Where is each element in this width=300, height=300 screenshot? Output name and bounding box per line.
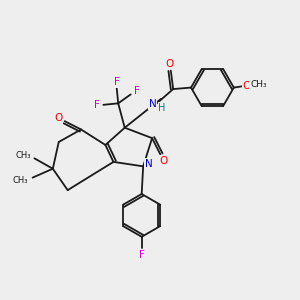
Text: CH₃: CH₃ [250,80,267,89]
Text: CH₃: CH₃ [13,176,28,185]
Text: F: F [134,86,140,96]
Text: CH₃: CH₃ [15,151,31,160]
Text: F: F [114,77,120,87]
Text: F: F [94,100,100,110]
Text: N: N [149,99,157,109]
Text: O: O [54,113,62,123]
Text: H: H [158,103,166,113]
Text: O: O [165,58,173,68]
Text: O: O [242,81,251,91]
Text: F: F [139,250,145,260]
Text: N: N [145,159,152,169]
Text: O: O [159,156,167,166]
